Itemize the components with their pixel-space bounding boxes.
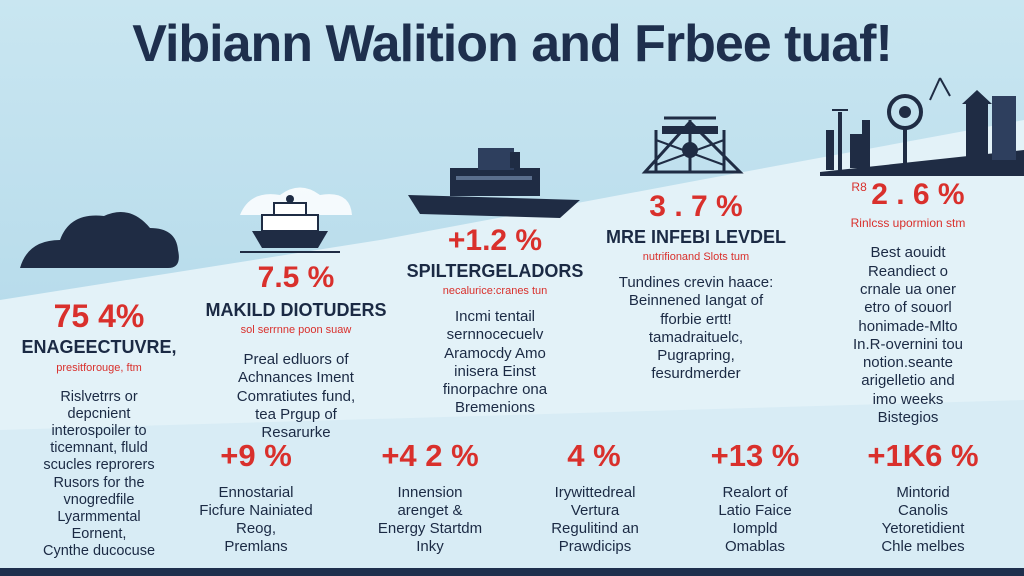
bottom-stat-percent: +4 2 % xyxy=(381,438,479,473)
stat-subheading: sol serrnne poon suaw xyxy=(240,323,352,336)
stat-block-1: 75 4% ENAGEECTUVRE, presitforouge, ftm R… xyxy=(14,300,184,560)
stat-description: Rislvetrrs or depcnient interospoiler to… xyxy=(42,388,156,559)
bottom-stat-description: Innension arenget & Energy Startdm Inky xyxy=(377,484,483,555)
bottom-stat-description: Realort of Latio Faice Iompld Omablas xyxy=(718,484,792,555)
bottom-stat-percent: +13 % xyxy=(710,438,800,473)
bottom-stat-percent: +1K6 % xyxy=(867,438,979,473)
cloud-icon xyxy=(20,212,179,268)
stat-heading: MRE INFEBI LEVDEL xyxy=(605,227,786,247)
stat-description: Preal edluors of Achnances Iment Comrati… xyxy=(236,350,356,442)
skyline-icon xyxy=(820,77,1024,176)
stat-block-3: +1.2 % SPILTERGELADORS necalurice:cranes… xyxy=(400,226,590,418)
stat-description: Best aouidt Reandiect o crnale ua oner e… xyxy=(852,244,964,427)
stat-percent: 2 . 6 % xyxy=(871,178,965,211)
stat-percent: 75 4% xyxy=(53,298,145,334)
stat-heading: ENAGEECTUVRE, xyxy=(21,337,177,357)
stat-tag: R8 xyxy=(851,180,867,194)
bottom-stat-description: Irywittedreal Vertura Regulitind an Praw… xyxy=(551,484,639,555)
stat-percent: 7.5 % xyxy=(257,261,335,294)
ship-icon xyxy=(408,148,580,218)
stat-subheading: presitforouge, ftm xyxy=(56,361,142,374)
stat-subheading: Rinlcss upormion stm xyxy=(850,216,966,230)
stat-block-4: 3 . 7 % MRE INFEBI LEVDEL nutrifionand S… xyxy=(596,192,796,384)
stat-subheading: necalurice:cranes tun xyxy=(442,284,548,297)
stat-block-5: R8 2 . 6 % Rinlcss upormion stm Best aou… xyxy=(808,180,1008,427)
footer-bar xyxy=(0,568,1024,576)
bottom-stat-percent: 4 % xyxy=(567,438,621,473)
ferry-icon xyxy=(240,187,352,253)
stat-description: Incmi tentail sernnocecuelv Aramocdy Amo… xyxy=(442,307,548,417)
stat-block-2: 7.5 % MAKILD DIOTUDERS sol serrnne poon … xyxy=(196,263,396,442)
temple-icon xyxy=(641,116,744,174)
bottom-stat-percent: +9 % xyxy=(220,438,292,473)
bottom-stat-description: Mintorid Canolis Yetoretidient Chle melb… xyxy=(881,484,965,555)
stat-heading: SPILTERGELADORS xyxy=(406,261,584,281)
stat-description: Tundines crevin haace: Beinnened Iangat … xyxy=(618,273,774,383)
bottom-stat-description: Ennostarial Ficfure Nainiated Reog, Prem… xyxy=(199,484,313,555)
stat-percent: +1.2 % xyxy=(447,224,543,257)
page-title: Vibiann Walition and Frbee tuaf! xyxy=(132,15,893,73)
stat-percent: 3 . 7 % xyxy=(649,190,743,223)
stat-percent-row: R8 2 . 6 % xyxy=(808,180,1008,210)
stat-heading: MAKILD DIOTUDERS xyxy=(205,300,387,320)
stat-subheading: nutrifionand Slots tum xyxy=(642,250,750,263)
